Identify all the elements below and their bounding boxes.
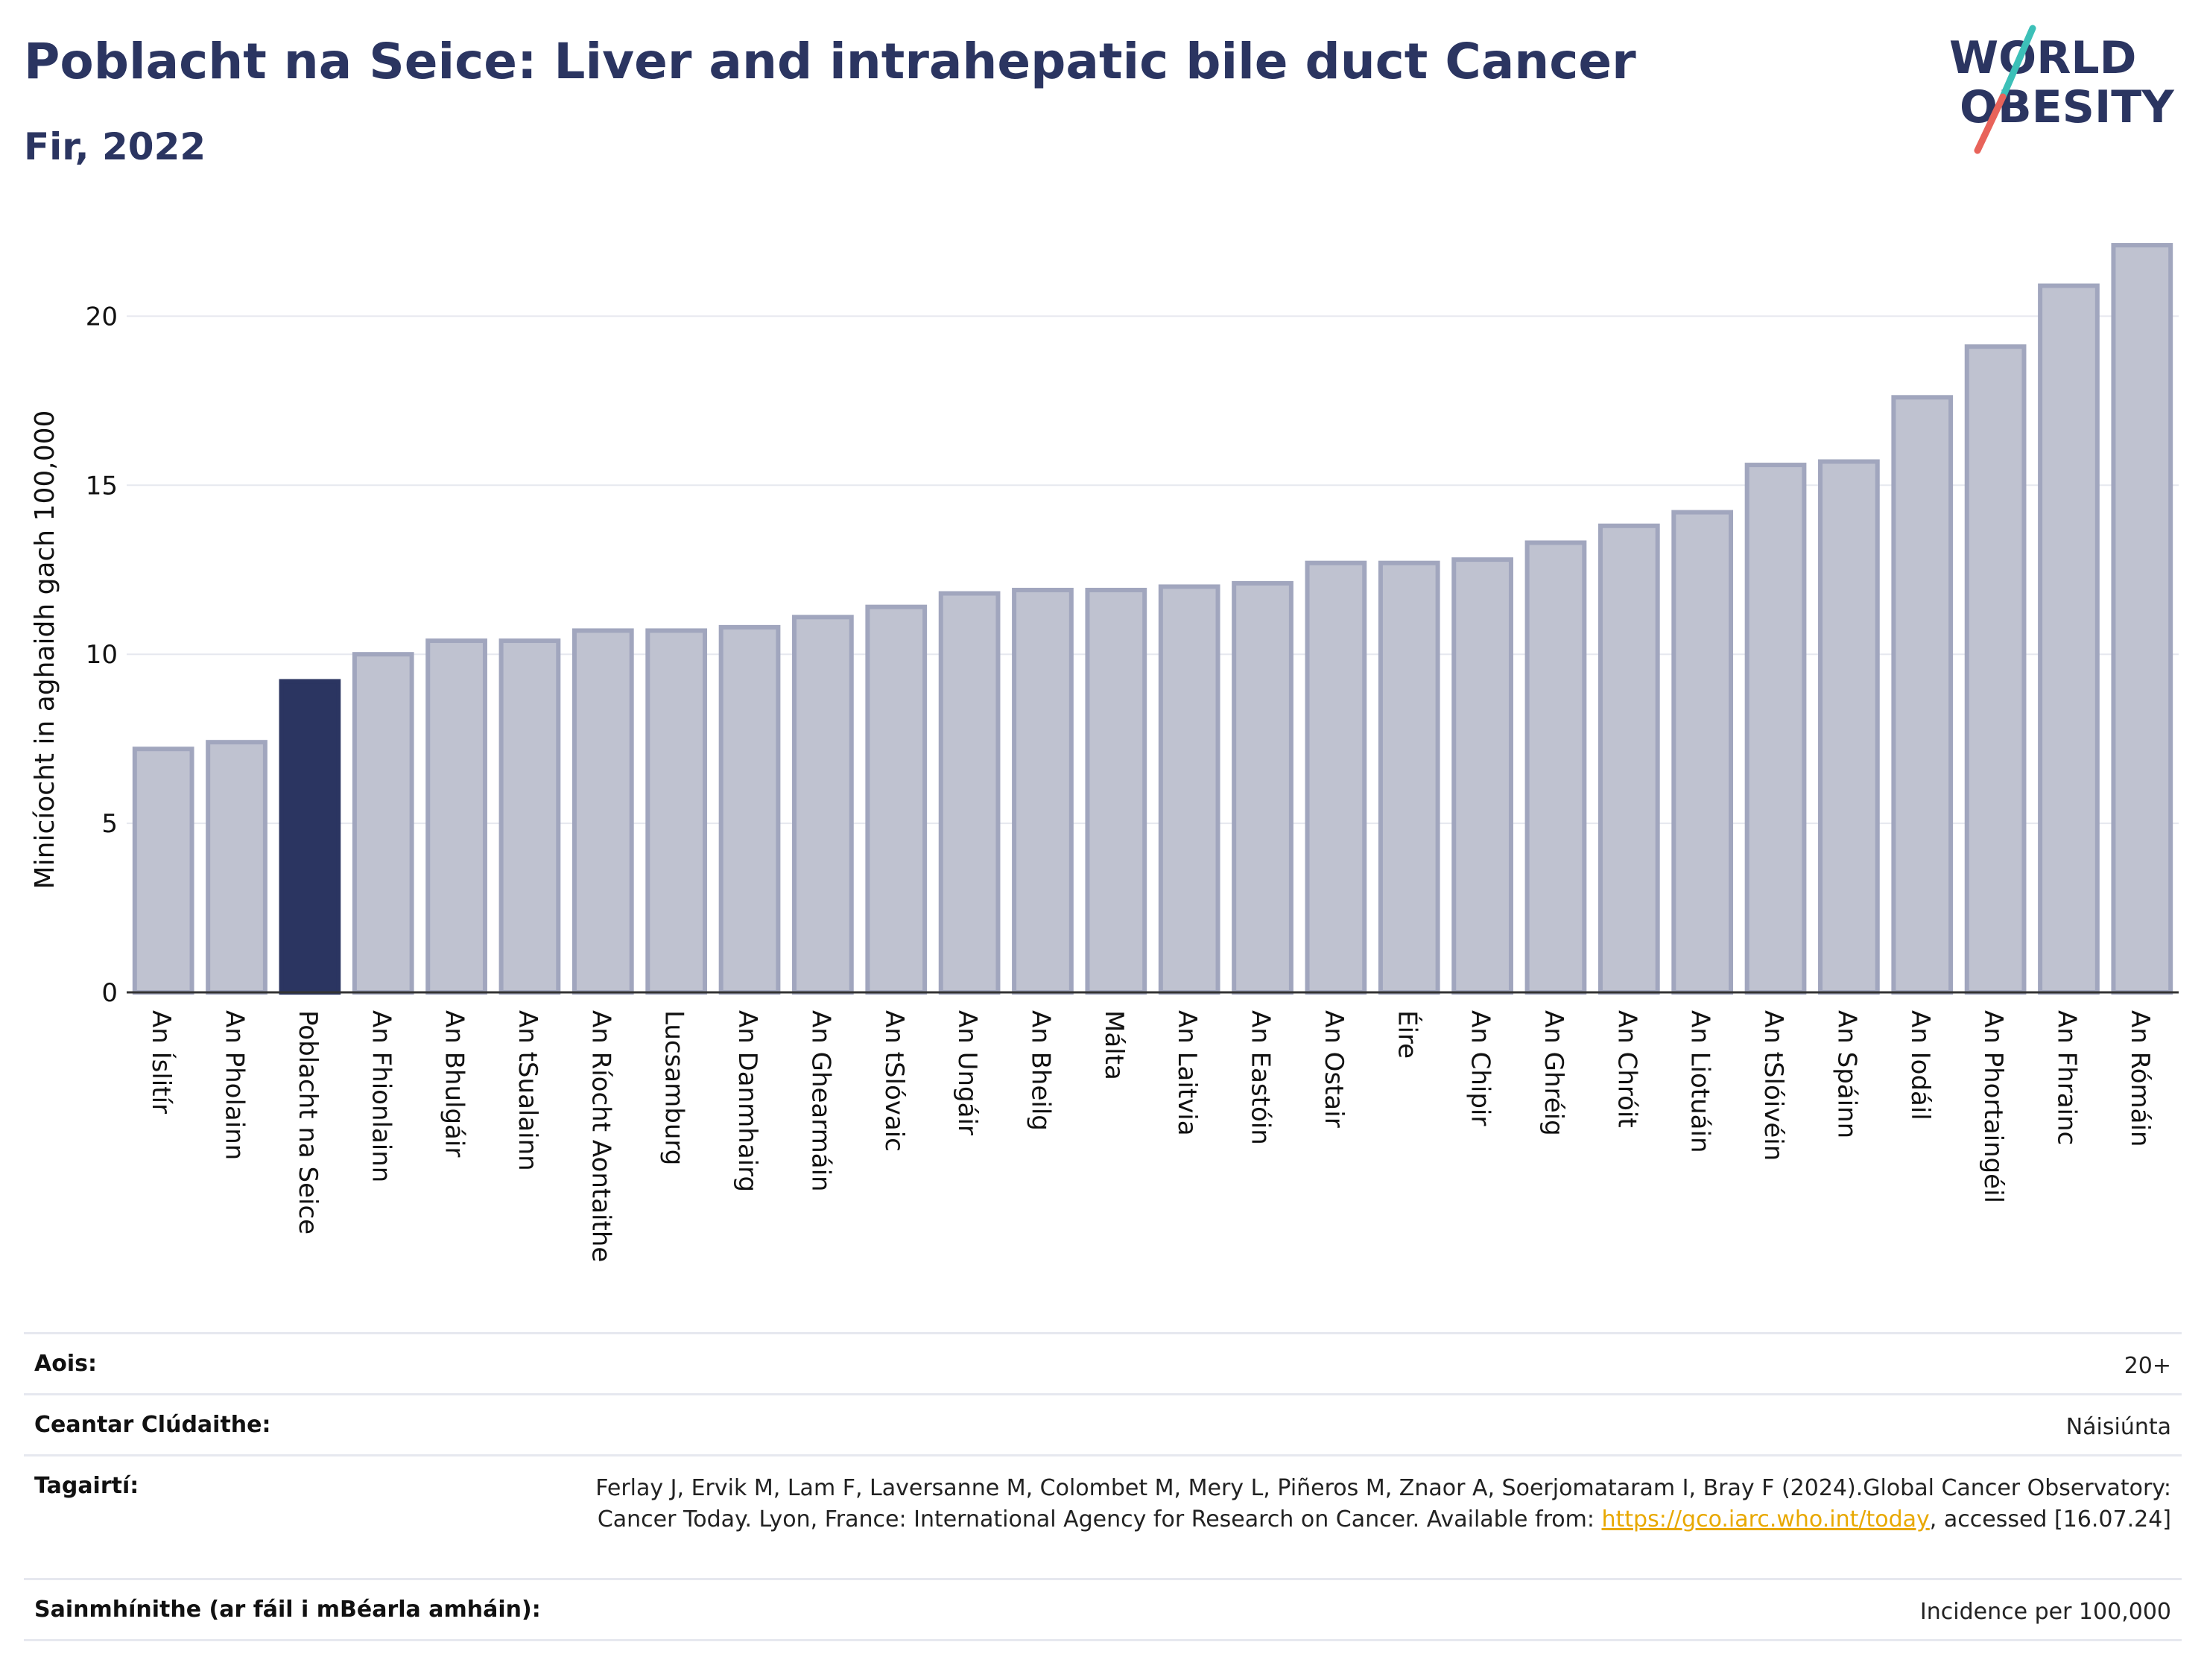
y-tick-label: 10 (86, 640, 118, 670)
bar-24[interactable]: An Spáinn: 15.7 (1818, 459, 1880, 995)
x-tick-label: An Chróit (1612, 1010, 1641, 1128)
info-value-references: Ferlay J, Ervik M, Lam F, Laversanne M, … (532, 1473, 2171, 1535)
x-tick-label: An Rómáin (2125, 1010, 2155, 1147)
x-tick-label: An Ríocht Aontaithe (586, 1010, 615, 1262)
logo-slash-teal (1999, 25, 2036, 101)
bar-18[interactable]: Éire: 12.7 (1378, 560, 1440, 995)
x-tick-label: An Ungáir (952, 1010, 982, 1135)
info-row-coverage: Ceantar Clúdaithe: Náisiúnta (24, 1393, 2182, 1454)
bar-26[interactable]: An Phortaingéil: 19.1 (1964, 344, 2027, 995)
reference-link[interactable]: https://gco.iarc.who.int/today (1601, 1506, 1930, 1532)
bar-12[interactable]: An Ungáir: 11.8 (938, 591, 1001, 995)
chart-subtitle: Fir, 2022 (24, 125, 206, 168)
x-tick-label: An tSlóvaic (879, 1010, 909, 1152)
x-tick-label: An Bhulgáir (440, 1010, 469, 1157)
y-axis-ticks: 0 5 10 15 20 (86, 302, 118, 1008)
y-tick-label: 0 (101, 978, 118, 1008)
bar-1[interactable]: An Íslitír: 7.2 (132, 747, 194, 995)
bar-27[interactable]: An Fhrainc: 20.9 (2038, 283, 2100, 995)
reference-text: Ferlay J, Ervik M, Lam F, Laversanne M, … (595, 1475, 2171, 1532)
info-value-coverage: Náisiúnta (2065, 1414, 2171, 1440)
x-tick-label: An Liotuáin (1685, 1010, 1715, 1153)
info-row-definitions: Sainmhínithe (ar fáil i mBéarla amháin):… (24, 1578, 2182, 1639)
x-tick-label: An tSlóivéin (1758, 1010, 1788, 1161)
bar-28[interactable]: An Rómáin: 22.1 (2111, 243, 2173, 995)
bar-10[interactable]: An Ghearmáin: 11.1 (792, 615, 854, 995)
x-tick-label: Málta (1099, 1010, 1129, 1080)
info-label-coverage: Ceantar Clúdaithe: (34, 1412, 271, 1438)
x-tick-label: An Pholainn (220, 1010, 250, 1160)
bar-16[interactable]: An Eastóin: 12.1 (1232, 580, 1293, 995)
info-label-references: Tagairtí: (34, 1473, 139, 1499)
info-table-bottom-border (24, 1639, 2182, 1641)
bar-15[interactable]: An Laitvia: 12 (1158, 584, 1220, 995)
x-tick-label: An Laitvia (1172, 1010, 1202, 1136)
x-tick-label: An Ghearmáin (805, 1010, 835, 1192)
x-tick-label: Lucsamburg (659, 1010, 689, 1165)
bar-20[interactable]: An Ghréig: 13.3 (1524, 540, 1587, 995)
x-tick-label: An Ghréig (1539, 1010, 1568, 1136)
bar-17[interactable]: An Ostair: 12.7 (1305, 560, 1367, 995)
bar-25[interactable]: An Iodáil: 17.6 (1891, 395, 1954, 995)
y-tick-label: 5 (101, 809, 118, 839)
info-row-references: Tagairtí: Ferlay J, Ervik M, Lam F, Lave… (24, 1454, 2182, 1578)
x-tick-label: An Chipir (1466, 1010, 1495, 1126)
info-label-definitions: Sainmhínithe (ar fáil i mBéarla amháin): (34, 1597, 541, 1623)
bar-4[interactable]: An Fhionlainn: 10 (352, 652, 414, 995)
x-tick-label: Poblacht na Seice (293, 1010, 323, 1234)
x-tick-label: Éire (1392, 1010, 1422, 1059)
bar-13[interactable]: An Bheilg: 11.9 (1012, 587, 1074, 995)
chart-title: Poblacht na Seice: Liver and intrahepati… (24, 33, 1636, 90)
x-tick-label: An Ostair (1319, 1010, 1349, 1128)
bar-8[interactable]: Lucsamburg: 10.7 (645, 628, 708, 995)
bar-5[interactable]: An Bhulgáir: 10.4 (425, 638, 487, 995)
bar-14[interactable]: Málta: 11.9 (1085, 587, 1147, 995)
x-tick-label: An Phortaingéil (1978, 1010, 2008, 1203)
x-tick-label: An Fhrainc (2051, 1010, 2081, 1145)
logo-slash-coral (1974, 93, 2007, 154)
info-row-age: Aois: 20+ (24, 1332, 2182, 1393)
y-axis-label: Minicíocht in aghaidh gach 100,000 (30, 411, 60, 890)
info-value-definitions: Incidence per 100,000 (1919, 1599, 2171, 1625)
bar-23[interactable]: An tSlóivéin: 15.6 (1744, 463, 1807, 995)
bar-9[interactable]: An Danmhairg: 10.8 (718, 624, 781, 995)
bar-6[interactable]: An tSualainn: 10.4 (498, 638, 561, 995)
bar-7[interactable]: An Ríocht Aontaithe: 10.7 (571, 628, 634, 995)
y-tick-label: 15 (86, 471, 118, 501)
x-tick-label: An Íslitír (146, 1010, 177, 1114)
x-tick-label: An tSualainn (513, 1010, 542, 1171)
x-axis-labels: An Íslitír An Pholainn Poblacht na Seice An… (146, 1010, 2155, 1262)
y-tick-label: 20 (86, 302, 118, 332)
bar-chart: An Íslitír: 7.2An Pholainn: 7.4Poblacht … (30, 243, 2179, 1262)
info-value-age: 20+ (2124, 1353, 2171, 1379)
bar-2[interactable]: An Pholainn: 7.4 (206, 740, 267, 995)
x-tick-label: An Eastóin (1246, 1010, 1276, 1145)
reference-accessed: , accessed [16.07.24] (1929, 1506, 2171, 1532)
x-tick-label: An Bheilg (1025, 1010, 1055, 1131)
info-label-age: Aois: (34, 1351, 97, 1377)
bar-21[interactable]: An Chróit: 13.8 (1597, 523, 1660, 995)
bar-19[interactable]: An Chipir: 12.8 (1451, 557, 1513, 995)
x-tick-label: An Danmhairg (732, 1010, 762, 1192)
x-tick-label: An Fhionlainn (366, 1010, 396, 1182)
x-tick-label: An Spáinn (1831, 1010, 1861, 1138)
bar-11[interactable]: An tSlóvaic: 11.4 (865, 604, 928, 995)
bars: An Íslitír: 7.2An Pholainn: 7.4Poblacht … (132, 243, 2173, 995)
logo-text-world: WORLD (1949, 32, 2136, 84)
x-tick-label: An Iodáil (1905, 1010, 1935, 1120)
bar-3[interactable]: Poblacht na Seice: 9.2 (279, 679, 341, 995)
world-obesity-logo: WORLD OBESITY (1949, 25, 2175, 154)
bar-22[interactable]: An Liotuáin: 14.2 (1671, 510, 1734, 995)
